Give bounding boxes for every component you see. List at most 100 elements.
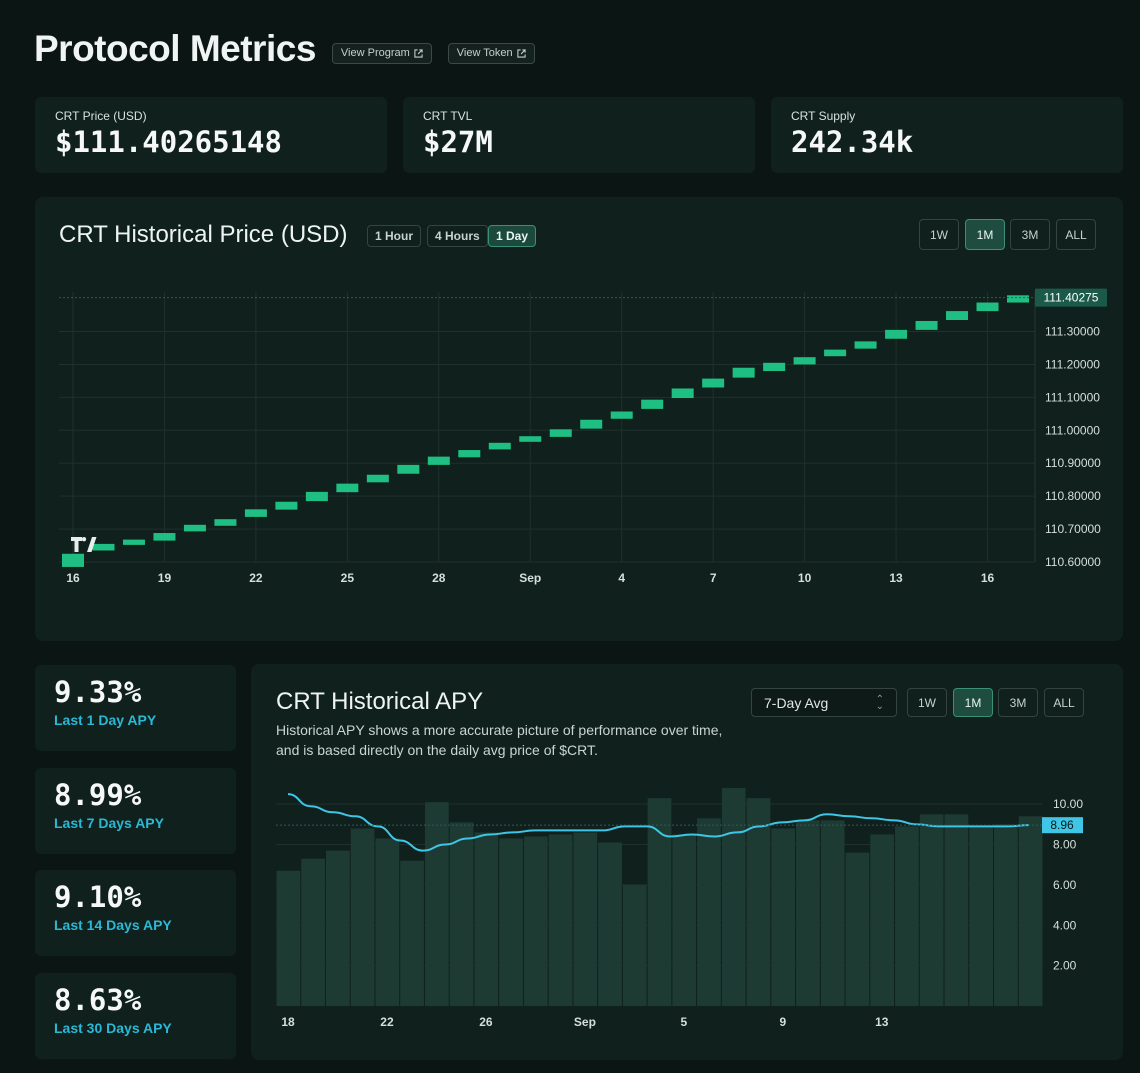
x-tick-label: 26 xyxy=(479,1015,493,1029)
interval-4-hours[interactable]: 4 Hours xyxy=(427,225,488,247)
price-range-1w[interactable]: 1W xyxy=(919,219,959,250)
stat-label: CRT Price (USD) xyxy=(55,109,147,123)
apy-bar xyxy=(573,832,598,1006)
x-tick-label: 28 xyxy=(432,571,446,585)
candle xyxy=(885,329,908,339)
apy-bar xyxy=(622,884,647,1006)
x-tick-label: 7 xyxy=(710,571,717,585)
candle xyxy=(366,474,389,483)
apy-bar xyxy=(820,820,845,1006)
y-tick-label: 110.90000 xyxy=(1045,456,1101,470)
apy-card-1d: 9.33% Last 1 Day APY xyxy=(35,665,236,751)
y-tick-label: 10.00 xyxy=(1053,797,1083,811)
candle xyxy=(153,533,176,541)
apy-value: 8.99% xyxy=(54,778,142,812)
apy-bar xyxy=(276,870,301,1006)
candle xyxy=(641,399,664,409)
apy-card-14d: 9.10% Last 14 Days APY xyxy=(35,870,236,956)
y-tick-label: 110.70000 xyxy=(1045,522,1101,536)
candle xyxy=(458,450,481,458)
price-range-1m[interactable]: 1M xyxy=(965,219,1005,250)
apy-bar xyxy=(746,798,771,1006)
x-tick-label: 4 xyxy=(618,571,625,585)
apy-value: 9.10% xyxy=(54,880,142,914)
stat-value: $111.40265148 xyxy=(55,125,282,159)
apy-select-value: 7-Day Avg xyxy=(764,694,829,711)
y-tick-label: 111.30000 xyxy=(1045,325,1100,339)
view-program-button[interactable]: View Program xyxy=(331,42,432,64)
candle xyxy=(732,367,755,378)
candle xyxy=(946,311,969,320)
apy-chart[interactable]: 10.00 8.00 6.00 4.00 2.00 18 22 26 Sep 5 9 13 8.96 xyxy=(251,664,1123,1060)
y-tick-label: 111.10000 xyxy=(1045,390,1100,404)
candle xyxy=(336,483,359,493)
price-chart-title: CRT Historical Price (USD) xyxy=(59,221,348,248)
candle xyxy=(275,501,298,510)
x-tick-label: 22 xyxy=(380,1015,394,1029)
apy-bar xyxy=(548,834,573,1006)
apy-bar xyxy=(845,852,870,1006)
candle xyxy=(824,349,847,357)
apy-bar xyxy=(400,860,424,1006)
view-token-button[interactable]: View Token xyxy=(447,42,535,64)
candle xyxy=(214,519,237,526)
apy-range-3m[interactable]: 3M xyxy=(998,688,1038,717)
last-apy-tag xyxy=(1042,817,1083,834)
apy-average-select[interactable]: 7-Day Avg ⌃ ⌄ xyxy=(751,688,897,717)
apy-bar xyxy=(424,802,449,1006)
view-token-label: View Token xyxy=(456,47,513,59)
stat-card-supply: CRT Supply 242.34k xyxy=(771,97,1123,173)
apy-label: Last 30 Days APY xyxy=(54,1020,172,1036)
apy-bar xyxy=(499,838,523,1006)
candle xyxy=(763,362,786,372)
page-title: Protocol Metrics xyxy=(34,28,316,69)
x-tick-label: 9 xyxy=(779,1015,786,1029)
stat-value: $27M xyxy=(423,125,493,159)
apy-bar xyxy=(895,826,919,1006)
candle xyxy=(427,456,450,465)
apy-card-7d: 8.99% Last 7 Days APY xyxy=(35,768,236,854)
apy-label: Last 7 Days APY xyxy=(54,815,164,831)
candle xyxy=(92,543,115,551)
interval-1-hour[interactable]: 1 Hour xyxy=(367,225,422,247)
price-range-all[interactable]: ALL xyxy=(1056,219,1096,250)
apy-bar xyxy=(721,788,746,1006)
price-range-3m[interactable]: 3M xyxy=(1010,219,1050,250)
apy-range-1w[interactable]: 1W xyxy=(907,688,947,717)
external-link-icon xyxy=(414,48,423,58)
apy-range-all[interactable]: ALL xyxy=(1044,688,1084,717)
apy-bar xyxy=(796,820,820,1006)
candle xyxy=(671,388,694,399)
candle xyxy=(1007,295,1029,303)
apy-chart-title: CRT Historical APY xyxy=(276,688,484,715)
stat-value: 242.34k xyxy=(791,125,914,159)
y-tick-label: 111.00000 xyxy=(1045,423,1100,437)
apy-bar xyxy=(449,822,474,1006)
x-tick-label: 25 xyxy=(341,571,355,585)
x-tick-label: 13 xyxy=(889,571,903,585)
apy-chart-panel: CRT Historical APY Historical APY shows … xyxy=(251,664,1123,1060)
candle xyxy=(244,509,267,517)
interval-1-day[interactable]: 1 Day xyxy=(488,225,537,247)
last-price-label: 111.40275 xyxy=(1044,291,1099,305)
apy-bar xyxy=(870,834,895,1006)
apy-bar xyxy=(474,832,499,1006)
candle xyxy=(702,378,725,388)
candle xyxy=(305,491,328,502)
chevron-updown-icon: ⌃ ⌄ xyxy=(875,693,884,712)
x-tick-label: 22 xyxy=(249,571,263,585)
price-chart[interactable]: 111.30000 111.20000 111.10000 111.00000 110.… xyxy=(35,197,1123,641)
apy-range-1m[interactable]: 1M xyxy=(953,688,993,717)
candle xyxy=(854,341,877,349)
apy-bar xyxy=(647,798,672,1006)
candle xyxy=(397,464,420,474)
apy-bar xyxy=(523,836,548,1006)
apy-bar xyxy=(325,850,350,1006)
y-tick-label: 2.00 xyxy=(1053,959,1077,973)
apy-label: Last 1 Day APY xyxy=(54,712,157,728)
x-tick-label: 18 xyxy=(281,1015,295,1029)
x-tick-label: 19 xyxy=(158,571,172,585)
view-program-label: View Program xyxy=(340,47,410,59)
last-price-tag xyxy=(1035,288,1107,307)
apy-bar xyxy=(672,834,697,1006)
